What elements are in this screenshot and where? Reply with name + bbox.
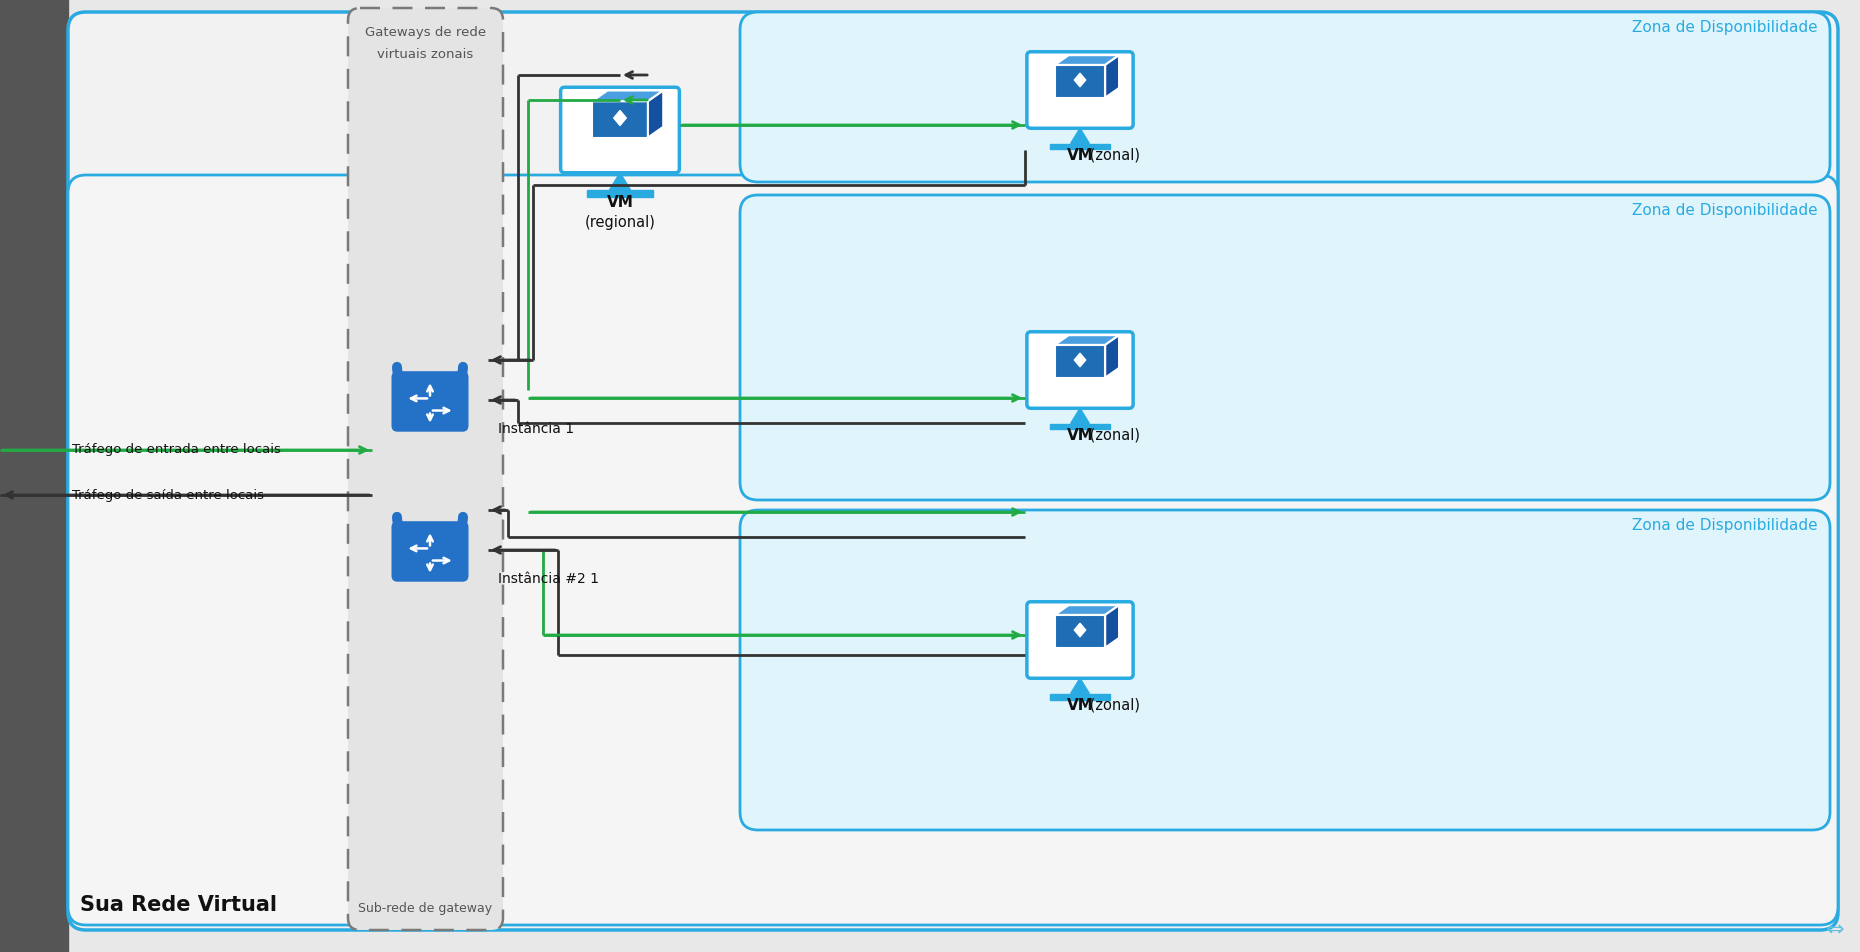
FancyBboxPatch shape — [1027, 331, 1133, 408]
Text: Zona de Disponibilidade: Zona de Disponibilidade — [1633, 20, 1817, 35]
Text: Instância 1: Instância 1 — [498, 422, 575, 436]
Polygon shape — [1055, 65, 1105, 98]
FancyBboxPatch shape — [560, 88, 679, 172]
Polygon shape — [1075, 353, 1086, 367]
Polygon shape — [1105, 335, 1120, 378]
FancyBboxPatch shape — [1027, 51, 1133, 129]
Bar — [1051, 694, 1110, 700]
Text: Gateways de rede: Gateways de rede — [365, 26, 485, 39]
FancyBboxPatch shape — [740, 510, 1830, 830]
Polygon shape — [1071, 129, 1090, 144]
Polygon shape — [1075, 73, 1086, 87]
Text: (zonal): (zonal) — [1084, 148, 1140, 163]
FancyBboxPatch shape — [1027, 602, 1133, 678]
Text: Sua Rede Virtual: Sua Rede Virtual — [80, 895, 277, 915]
Text: VM: VM — [606, 195, 634, 210]
Text: (zonal): (zonal) — [1084, 428, 1140, 443]
Text: VM: VM — [1066, 698, 1094, 713]
FancyBboxPatch shape — [740, 195, 1830, 500]
Polygon shape — [1071, 408, 1090, 424]
Polygon shape — [591, 101, 647, 137]
Text: (regional): (regional) — [584, 215, 655, 230]
Text: virtuais zonais: virtuais zonais — [378, 48, 474, 61]
Polygon shape — [1055, 55, 1120, 65]
FancyBboxPatch shape — [740, 12, 1830, 182]
Bar — [0, 0, 69, 952]
Text: (zonal): (zonal) — [1084, 698, 1140, 713]
Polygon shape — [1055, 345, 1105, 378]
Polygon shape — [1075, 624, 1086, 637]
Text: ⇔: ⇔ — [1827, 920, 1845, 940]
FancyBboxPatch shape — [348, 8, 502, 930]
FancyBboxPatch shape — [391, 521, 469, 582]
Text: Tráfego de entrada entre locais: Tráfego de entrada entre locais — [73, 444, 281, 457]
Polygon shape — [614, 110, 627, 126]
Text: VM: VM — [1066, 148, 1094, 163]
Polygon shape — [1055, 615, 1105, 647]
Polygon shape — [1105, 55, 1120, 98]
Polygon shape — [647, 90, 664, 137]
Polygon shape — [1071, 678, 1090, 694]
FancyBboxPatch shape — [69, 12, 1838, 930]
Text: VM: VM — [1066, 428, 1094, 443]
Bar — [1051, 144, 1110, 149]
Polygon shape — [610, 172, 631, 189]
Text: Tráfego de saída entre locais: Tráfego de saída entre locais — [73, 488, 264, 502]
Text: Zona de Disponibilidade: Zona de Disponibilidade — [1633, 518, 1817, 533]
Text: Sub-rede de gateway: Sub-rede de gateway — [359, 902, 493, 915]
Polygon shape — [1105, 605, 1120, 647]
FancyBboxPatch shape — [69, 175, 1838, 925]
Polygon shape — [1055, 605, 1120, 615]
Text: Instância #2 1: Instância #2 1 — [498, 572, 599, 586]
Text: Zona de Disponibilidade: Zona de Disponibilidade — [1633, 203, 1817, 218]
Polygon shape — [591, 90, 664, 101]
Bar — [1051, 424, 1110, 429]
Bar — [586, 189, 653, 196]
Polygon shape — [1055, 335, 1120, 345]
FancyBboxPatch shape — [391, 371, 469, 431]
